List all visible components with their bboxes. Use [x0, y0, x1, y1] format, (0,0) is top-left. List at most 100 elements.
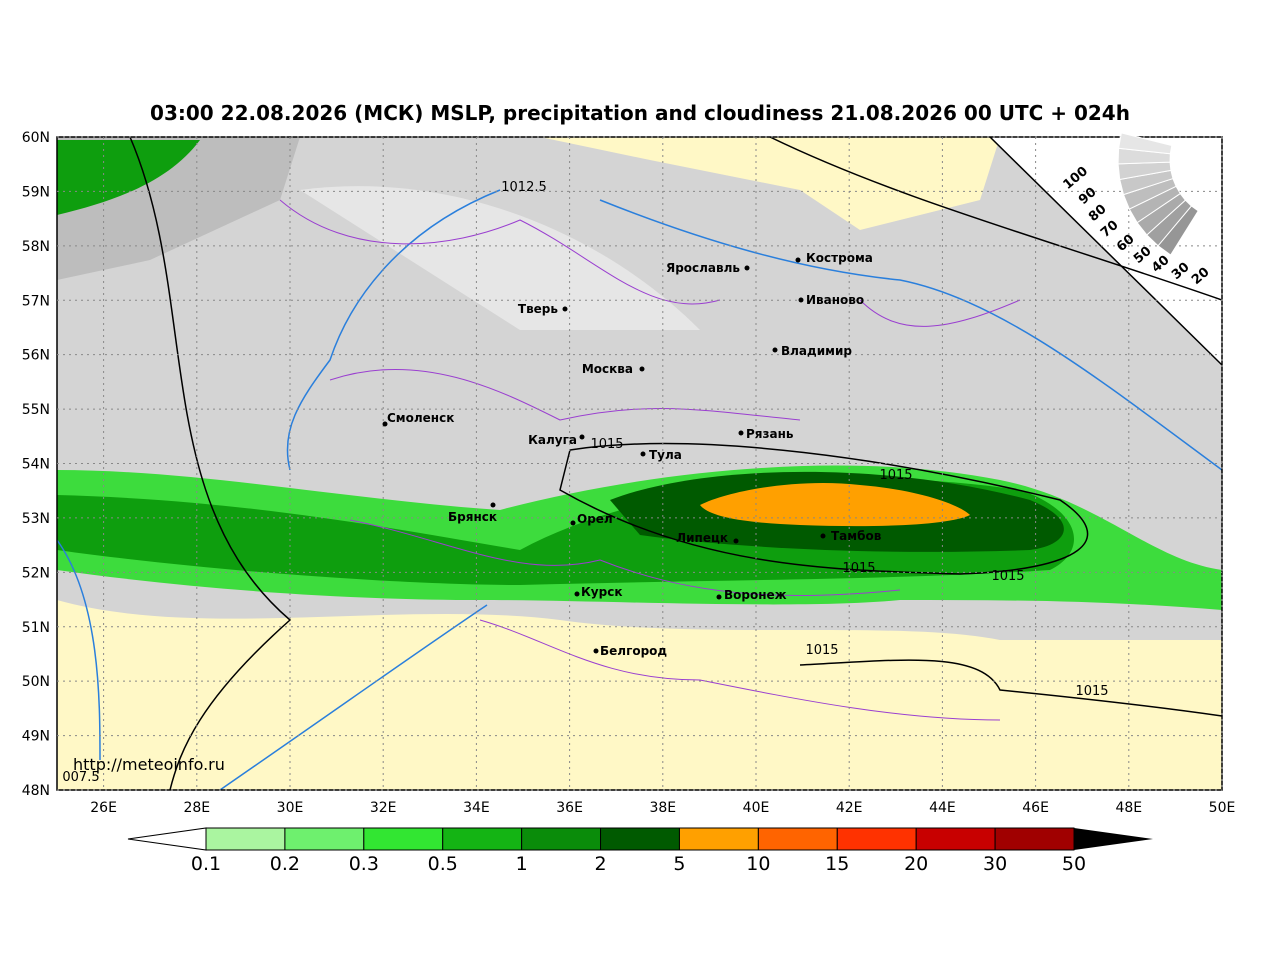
city-dot [562, 306, 568, 312]
lat-label: 50N [22, 674, 50, 690]
colorbar-label: 50 [1062, 853, 1086, 875]
colorbar-label: 2 [594, 853, 606, 875]
colorbar-min-arrow [127, 827, 207, 851]
clear-sky [57, 600, 1222, 790]
isobar-label: 1015 [991, 569, 1024, 584]
colorbar-label: 0.3 [349, 853, 379, 875]
colorbar-box [836, 827, 917, 851]
precip-area [57, 140, 200, 215]
isobar-label: 1015 [1075, 684, 1108, 699]
clear-sky [540, 137, 1000, 230]
city-label: Белгород [600, 644, 667, 658]
city-label: Воронеж [724, 588, 787, 602]
city-label: Смоленск [387, 411, 454, 425]
lon-label: 46E [1022, 800, 1049, 816]
precip-max [700, 482, 970, 527]
lon-label: 28E [183, 800, 210, 816]
title: 03:00 22.08.2026 (МСК) MSLP, precipitati… [150, 101, 1130, 125]
city-dot [490, 502, 496, 508]
lat-label: 58N [22, 239, 50, 255]
lon-label: 50E [1209, 800, 1236, 816]
lon-label: 38E [649, 800, 676, 816]
isobar-label: 1012.5 [501, 180, 547, 195]
city-dot [733, 538, 739, 544]
lon-label: 42E [836, 800, 863, 816]
colorbar-box [363, 827, 444, 851]
city-dot [579, 434, 585, 440]
city-label: Липецк [676, 531, 728, 545]
city-dot [640, 451, 646, 457]
city-dot [716, 594, 722, 600]
city-label: Брянск [448, 510, 497, 524]
city-label: Москва [582, 362, 633, 376]
city-dot [744, 265, 750, 271]
lat-label: 57N [22, 293, 50, 309]
city-dot [795, 257, 801, 263]
city-label: Иваново [806, 293, 864, 307]
colorbar-label: 15 [825, 853, 849, 875]
lon-label: 26E [90, 800, 117, 816]
lat-label: 54N [22, 457, 50, 473]
isobar-label: 1015 [590, 437, 623, 452]
lon-label: 34E [463, 800, 490, 816]
city-label: Кострома [806, 251, 873, 265]
colorbar-box [600, 827, 680, 851]
isobar-label: 007.5 [62, 770, 99, 785]
colorbar-box [757, 827, 838, 851]
colorbar-label: 5 [673, 853, 685, 875]
city-label: Ярославль [666, 261, 740, 275]
isobar-label: 1015 [842, 561, 875, 576]
colorbar-max-arrow [1074, 828, 1153, 850]
colorbar-label: 1 [516, 853, 528, 875]
lat-label: 60N [22, 130, 50, 146]
colorbar-box [915, 827, 996, 851]
lat-label: 59N [22, 184, 50, 200]
city-label: Тверь [518, 302, 559, 316]
city-label: Калуга [528, 433, 577, 447]
colorbar-box [205, 827, 286, 851]
city-dot [639, 366, 645, 372]
colorbar-box [678, 827, 759, 851]
city-dot [382, 421, 388, 427]
colorbar-label: 30 [983, 853, 1007, 875]
city-label: Орел [577, 512, 613, 526]
city-dot [798, 297, 804, 303]
city-label: Тула [649, 448, 682, 462]
city-dot [593, 648, 599, 654]
city-dot [738, 430, 744, 436]
isobar-label: 1015 [805, 643, 838, 658]
city-label: Тамбов [831, 529, 882, 543]
watermark: http://meteoinfo.ru [73, 755, 225, 774]
cloud-scale-segment [1118, 132, 1173, 155]
colorbar-box [994, 827, 1075, 851]
city-label: Рязань [746, 427, 794, 441]
colorbar-label: 20 [904, 853, 928, 875]
colorbar-box [442, 827, 523, 851]
city-label: Владимир [781, 344, 852, 358]
lat-label: 56N [22, 348, 50, 364]
city-dot [570, 520, 576, 526]
lat-label: 53N [22, 511, 50, 527]
lon-label: 32E [370, 800, 397, 816]
lon-label: 40E [743, 800, 770, 816]
city-dot [820, 533, 826, 539]
lon-label: 44E [929, 800, 956, 816]
city-dot [772, 347, 778, 353]
lat-label: 51N [22, 620, 50, 636]
colorbar-label: 10 [746, 853, 770, 875]
lat-label: 55N [22, 402, 50, 418]
lon-label: 48E [1115, 800, 1142, 816]
colorbar-label: 0.2 [270, 853, 300, 875]
region-border [279, 199, 1021, 721]
lat-label: 49N [22, 729, 50, 745]
colorbar-label: 0.5 [428, 853, 458, 875]
city-label: Курск [581, 585, 622, 599]
lat-label: 52N [22, 565, 50, 581]
cloud-light [300, 186, 700, 330]
lon-label: 36E [556, 800, 583, 816]
river [57, 189, 1222, 790]
lon-label: 30E [277, 800, 304, 816]
colorbar-box [284, 827, 365, 851]
